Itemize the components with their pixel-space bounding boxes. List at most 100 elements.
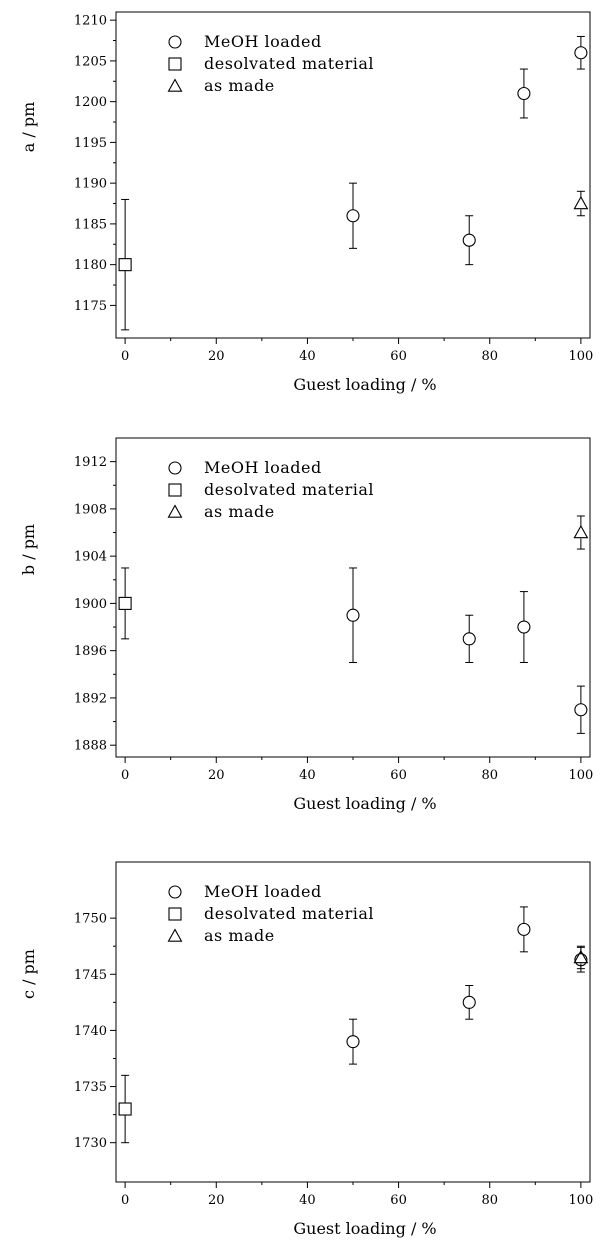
panel-c-legend-label: MeOH loaded	[204, 882, 322, 901]
panel-c-data-point-triangle	[573, 949, 589, 964]
panel-a-data-point-square	[118, 258, 132, 272]
panel-b-error-bar	[519, 591, 528, 663]
panel-a-xtick-label: 0	[121, 349, 129, 364]
panel-a-xtick-label: 60	[390, 349, 407, 364]
panel-a-data-point-circle	[574, 46, 588, 60]
panel-c-x-axis-label: Guest loading / %	[293, 1219, 436, 1238]
panel-c-xtick-label: 20	[208, 1193, 225, 1208]
panel-a-ytick-label: 1180	[74, 258, 107, 273]
panel-b-error-bar	[576, 685, 585, 734]
panel-c-y-axis-label: c / pm	[19, 949, 38, 999]
panel-b-data-point-circle	[346, 608, 360, 622]
panel-c-error-bar	[121, 1074, 130, 1144]
panel-c-error-bar	[349, 1018, 357, 1065]
panel-b-ytick-label: 1888	[74, 739, 107, 754]
panel-b-xtick-label: 80	[481, 768, 498, 783]
panel-a-data-point-circle	[517, 86, 531, 101]
panel-b-legend: MeOH loaded desolvated material as made	[167, 458, 374, 521]
panel-b-legend-marker-triangle	[167, 504, 183, 518]
panel-a-legend-label: MeOH loaded	[204, 32, 322, 51]
panel-b-data-point-circle	[462, 632, 476, 646]
panel-b-xtick-label: 60	[390, 768, 407, 783]
panel-a-x-axis-label: Guest loading / %	[293, 375, 436, 394]
panel-b-ytick-label: 1912	[74, 455, 107, 470]
panel-a-data-point-circle	[346, 209, 360, 223]
panel-b-ytick-label: 1904	[74, 550, 107, 565]
panel-c-legend: MeOH loaded desolvated material as made	[167, 882, 374, 945]
panel-b-ytick-label: 1908	[74, 502, 107, 517]
panel-a: 1175 1180 1185 1190 1195 1200 1205 1210 0 20 40 60 8…	[19, 11, 593, 394]
panel-b-data-point-triangle	[573, 524, 589, 539]
panel-a-ytick-label: 1190	[74, 177, 107, 192]
panel-b-xtick-label: 0	[121, 768, 129, 783]
panel-b-legend-label: as made	[204, 502, 275, 521]
panel-a-error-bar	[465, 215, 474, 266]
panel-b-xtick-label: 40	[299, 768, 316, 783]
panel-a-y-axis-label: a / pm	[19, 102, 38, 153]
panel-c-legend-label: as made	[204, 926, 275, 945]
panel-b-error-bar	[576, 515, 585, 550]
panel-b-legend-marker-circle	[168, 461, 182, 475]
panel-a-ytick-label: 1185	[74, 217, 107, 232]
panel-b-y-axis-label: b / pm	[19, 524, 38, 575]
panel-c-ytick-label: 1745	[74, 968, 107, 983]
panel-c-legend-marker-triangle	[167, 928, 183, 942]
panel-c-legend-label: desolvated material	[204, 904, 374, 923]
panel-c-legend-marker-circle	[168, 885, 182, 899]
panel-a-data-point-circle	[462, 233, 476, 247]
panel-a-legend-marker-triangle	[167, 78, 183, 92]
panel-c-ytick-label: 1735	[74, 1080, 107, 1095]
panel-c: 1730 1735 1740 1745 1750 0 20 40 60 80 100 Guest lo…	[19, 861, 593, 1238]
panel-a-error-bar	[576, 35, 585, 70]
panel-b-ytick-label: 1896	[74, 644, 107, 659]
panel-c-ytick-label: 1750	[74, 912, 107, 927]
panel-c-error-bar	[519, 906, 528, 953]
panel-b-data-point-circle	[574, 703, 588, 717]
panel-a-xtick-label: 80	[481, 349, 498, 364]
panel-a-ytick-label: 1200	[74, 95, 107, 110]
panel-a-error-bar	[349, 182, 357, 249]
panel-c-xtick-label: 80	[481, 1193, 498, 1208]
panel-a-ytick-label: 1210	[74, 14, 107, 29]
panel-a-error-bar	[519, 68, 528, 119]
panel-a-error-bar	[121, 198, 130, 331]
panel-a-xtick-label: 20	[208, 349, 225, 364]
panel-a-legend-marker-circle	[168, 35, 182, 49]
panel-a-error-bar	[576, 190, 585, 217]
panel-b-legend-label: MeOH loaded	[204, 458, 322, 477]
panel-a-ytick-label: 1195	[74, 136, 107, 151]
panel-c-ytick-label: 1740	[74, 1024, 107, 1039]
panel-c-error-bar	[465, 985, 474, 1020]
panel-a-xtick-label: 40	[299, 349, 316, 364]
panel-c-xtick-label: 100	[568, 1193, 593, 1208]
panel-c-legend-marker-square	[168, 907, 182, 921]
panel-a-legend: MeOH loaded desolvated material as made	[167, 32, 374, 95]
panel-a-legend-label: desolvated material	[204, 54, 374, 73]
panel-a-ytick-label: 1175	[74, 299, 107, 314]
panel-c-ytick-label: 1730	[74, 1136, 107, 1151]
panel-c-xtick-label: 0	[121, 1193, 129, 1208]
panel-a-legend-marker-square	[168, 57, 182, 71]
panel-b-x-axis-label: Guest loading / %	[293, 794, 436, 813]
panel-b-xtick-label: 100	[568, 768, 593, 783]
panel-b-data-point-circle	[517, 620, 531, 634]
panel-b-ytick-label: 1892	[74, 691, 107, 706]
panel-b: 1888 1892 1896 1900 1904 1908 1912 0 20 40 60 80 100…	[19, 437, 593, 813]
panel-b-xtick-label: 20	[208, 768, 225, 783]
panel-b-error-bar	[121, 567, 130, 640]
panel-b-error-bar	[349, 567, 357, 663]
panel-c-xtick-label: 40	[299, 1193, 316, 1208]
panel-a-data-point-triangle	[573, 195, 589, 210]
panel-b-legend-label: desolvated material	[204, 480, 374, 499]
panel-c-data-point-circle	[462, 995, 476, 1009]
panel-a-ytick-label: 1205	[74, 54, 107, 69]
panel-c-data-point-circle	[517, 922, 531, 936]
panel-b-ytick-label: 1900	[74, 597, 107, 612]
panel-c-xtick-label: 60	[390, 1193, 407, 1208]
panel-a-xtick-label: 100	[568, 349, 593, 364]
panel-c-data-point-circle	[346, 1035, 360, 1049]
panel-b-legend-marker-square	[168, 483, 182, 497]
panel-b-error-bar	[465, 614, 474, 663]
panel-b-data-point-square	[118, 596, 132, 610]
